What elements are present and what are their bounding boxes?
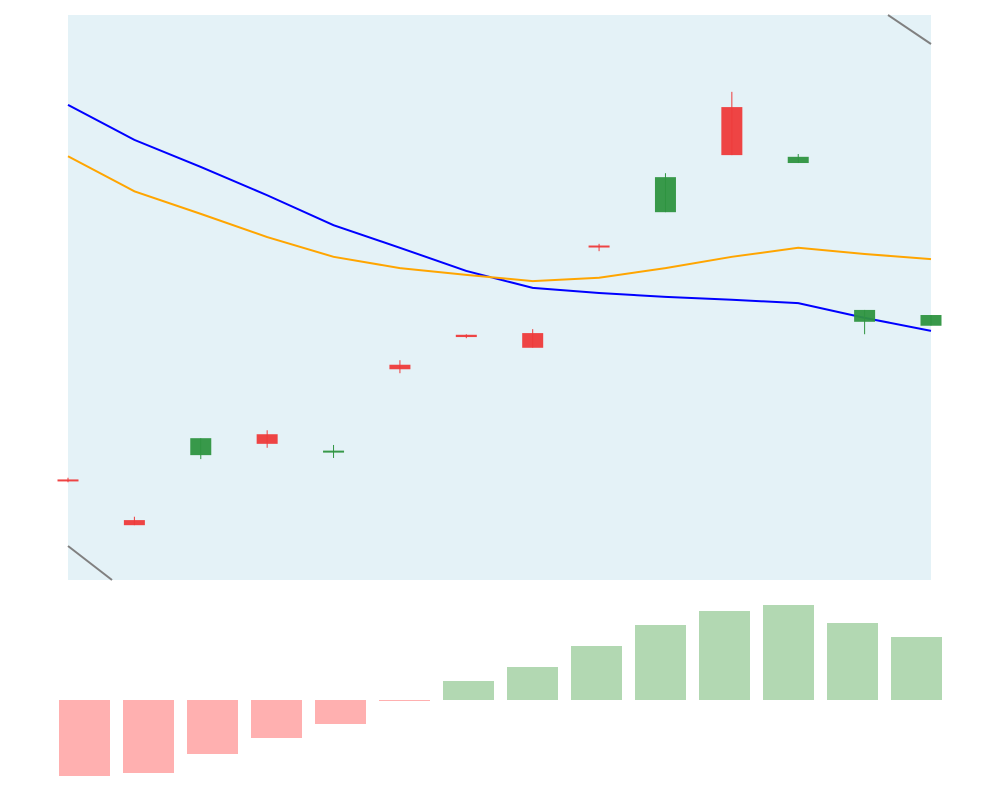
- candle-body: [123, 520, 145, 526]
- corner-line: [67, 545, 113, 581]
- histogram-bar: [251, 700, 302, 738]
- candle-body: [721, 107, 743, 156]
- candle-body: [522, 333, 544, 348]
- histogram-bar: [187, 700, 238, 754]
- ma-line: [67, 155, 932, 283]
- histogram-bar: [315, 700, 366, 724]
- candle-body: [57, 479, 79, 482]
- candle-body: [323, 450, 345, 453]
- candle-body: [588, 245, 610, 248]
- candle-body: [920, 315, 942, 326]
- histogram-bar: [827, 623, 878, 700]
- histogram-bar: [699, 611, 750, 700]
- histogram-bar: [635, 625, 686, 700]
- ma-line: [67, 103, 932, 332]
- histogram-bar: [379, 700, 430, 701]
- histogram-bar: [571, 646, 622, 700]
- histogram-bar: [507, 667, 558, 700]
- histogram-bar: [123, 700, 174, 773]
- histogram-bar: [891, 637, 942, 700]
- histogram-bar: [763, 605, 814, 700]
- corner-line: [887, 14, 932, 45]
- histogram-bar: [443, 681, 494, 700]
- candle-body: [389, 364, 411, 370]
- candle-body: [854, 309, 876, 322]
- candle-body: [190, 438, 212, 456]
- candle-body: [256, 434, 278, 444]
- candle-body: [654, 177, 676, 213]
- plot-area: [68, 15, 931, 580]
- candle-body: [787, 156, 809, 164]
- candle-body: [455, 334, 477, 338]
- histogram-bar: [59, 700, 110, 776]
